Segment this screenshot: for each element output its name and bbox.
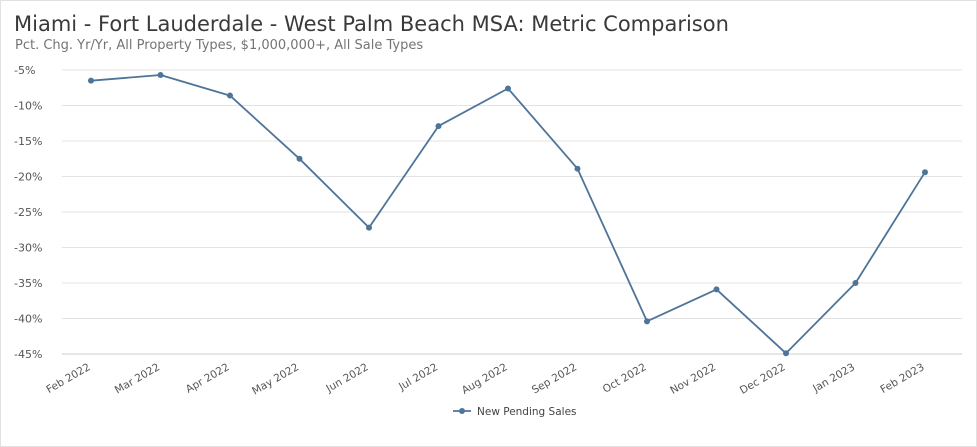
y-tick-label: -40% — [14, 313, 42, 326]
x-tick-label: Jan 2023 — [810, 361, 857, 395]
data-point[interactable] — [88, 77, 94, 84]
y-tick-label: -10% — [14, 100, 42, 113]
x-axis-ticks: Feb 2022 Mar 2022 Apr 2022 May 2022 Jun 2022… — [44, 361, 926, 397]
x-tick-label: Dec 2022 — [738, 361, 788, 397]
series-line — [90, 74, 926, 355]
y-tick-label: -35% — [14, 277, 42, 290]
y-tick-label: -25% — [14, 206, 42, 219]
data-point[interactable] — [574, 165, 581, 172]
legend-marker — [459, 408, 465, 414]
y-tick-label: -20% — [14, 171, 42, 184]
x-tick-label: May 2022 — [250, 361, 301, 397]
gridlines — [62, 69, 962, 355]
chart-title: Miami - Fort Lauderdale - West Palm Beac… — [14, 12, 729, 36]
series-layer — [88, 71, 928, 357]
y-tick-label: -15% — [14, 135, 42, 148]
x-tick-label: Oct 2022 — [601, 361, 649, 396]
data-point[interactable] — [435, 123, 442, 130]
x-tick-label: Jun 2022 — [323, 361, 370, 395]
y-axis-ticks: -5% -10% -15% -20% -25% -30% -35% -40% -45% — [14, 64, 42, 361]
y-tick-label: -45% — [14, 348, 42, 361]
x-tick-label: Nov 2022 — [668, 361, 718, 397]
data-point[interactable] — [644, 318, 650, 325]
data-point[interactable] — [922, 169, 928, 176]
x-tick-label: Feb 2022 — [44, 361, 92, 396]
data-point[interactable] — [366, 224, 372, 231]
data-point[interactable] — [783, 350, 789, 357]
data-point[interactable] — [713, 286, 720, 293]
data-point[interactable] — [157, 71, 164, 78]
x-tick-label: Apr 2022 — [184, 361, 232, 396]
y-tick-label: -30% — [14, 242, 42, 255]
data-point[interactable] — [852, 280, 859, 286]
chart-subtitle: Pct. Chg. Yr/Yr, All Property Types, $1,… — [15, 38, 424, 53]
x-tick-label: Feb 2023 — [878, 361, 926, 396]
y-tick-label: -5% — [14, 64, 35, 77]
data-point[interactable] — [227, 92, 233, 99]
x-tick-label: Aug 2022 — [460, 361, 510, 397]
legend-label[interactable]: New Pending Sales — [477, 406, 577, 418]
x-tick-label: Sep 2022 — [530, 361, 579, 396]
data-point[interactable] — [505, 85, 511, 92]
legend[interactable]: New Pending Sales — [453, 406, 577, 418]
data-point[interactable] — [296, 155, 303, 162]
x-tick-label: Jul 2022 — [396, 361, 440, 393]
x-tick-label: Mar 2022 — [113, 361, 162, 396]
